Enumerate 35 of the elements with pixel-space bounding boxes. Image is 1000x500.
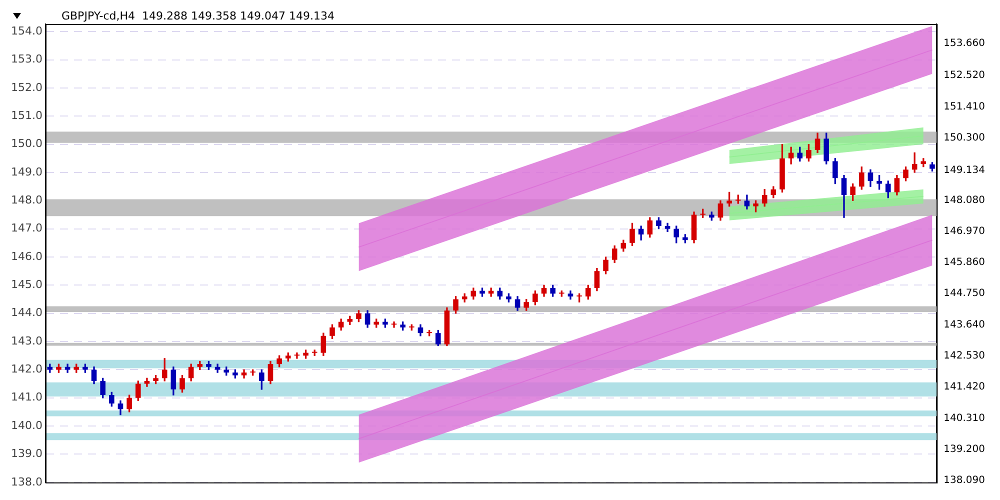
y2-tick-label: 148.080 — [944, 194, 986, 206]
y-tick-label: 139.0 — [10, 447, 42, 460]
y2-tick-label: 138.090 — [944, 475, 986, 486]
candlestick — [294, 352, 300, 359]
y2-tick-label: 150.300 — [944, 132, 986, 144]
y-tick-label: 142.0 — [10, 362, 42, 376]
y-tick-label: 143.0 — [10, 334, 42, 348]
y-tick-label: 140.0 — [10, 418, 42, 432]
y-tick-label: 138.0 — [10, 475, 42, 488]
y2-tick-label: 145.860 — [944, 257, 986, 268]
y2-tick-label: 140.310 — [944, 412, 986, 424]
y2-tick-label: 142.530 — [944, 350, 986, 362]
y-tick-label: 154.0 — [10, 24, 42, 38]
candlestick — [391, 321, 397, 328]
y-tick-label: 150.0 — [10, 137, 42, 150]
y-tick-label: 149.0 — [10, 165, 42, 178]
y-tick-label: 151.0 — [10, 108, 42, 122]
y2-tick-label: 141.420 — [944, 382, 986, 393]
y2-tick-label: 144.750 — [944, 288, 986, 300]
y-tick-label: 153.0 — [10, 52, 42, 66]
y2-tick-label: 153.660 — [944, 38, 986, 50]
y-tick-label: 148.0 — [10, 194, 42, 207]
y-tick-label: 144.0 — [10, 306, 42, 320]
y2-tick-label: 146.970 — [944, 226, 986, 237]
y2-tick-label: 152.520 — [944, 70, 986, 82]
y2-tick-label: 143.640 — [944, 319, 986, 330]
y-tick-label: 147.0 — [10, 222, 42, 235]
y2-tick-label: 139.200 — [944, 444, 986, 455]
y-tick-label: 146.0 — [10, 250, 42, 263]
y-tick-label: 145.0 — [10, 278, 42, 292]
y-tick-label: 141.0 — [10, 390, 42, 404]
chart-title: GBPJPY-cd,H4 149.288 149.358 149.047 149.134 — [61, 9, 334, 22]
y-tick-label: 152.0 — [10, 80, 42, 94]
y2-tick-label: 149.134 — [944, 165, 986, 176]
y2-tick-label: 151.410 — [944, 101, 986, 112]
